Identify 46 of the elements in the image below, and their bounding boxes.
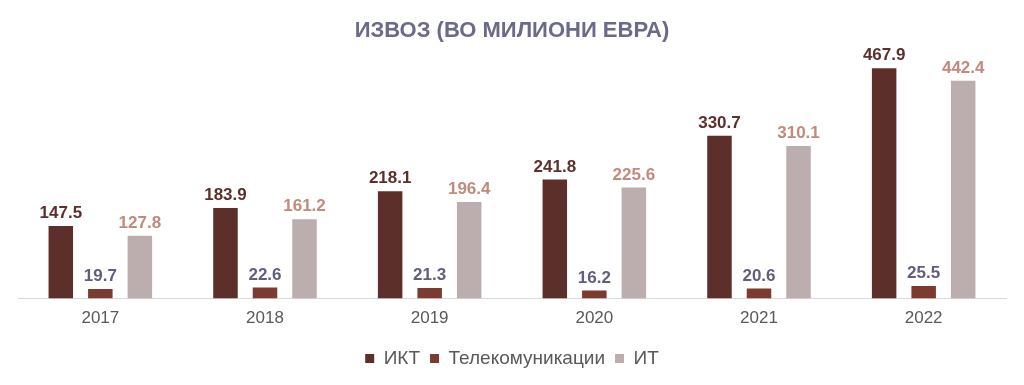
bar [252,287,278,299]
bar [213,208,238,299]
x-tick-label: 2018 [246,308,284,328]
data-label: 196.4 [447,179,491,199]
data-label: 22.6 [248,264,282,284]
bar [456,201,482,299]
x-tick-label: 2022 [904,308,943,328]
bar [707,135,732,299]
bar [950,80,976,299]
bar [127,235,153,299]
bar [786,145,811,299]
data-label: 218.1 [368,168,412,188]
data-label: 147.5 [39,203,83,223]
bar [582,290,607,299]
data-label: 19.7 [83,266,117,286]
data-label: 16.2 [577,267,611,287]
data-label: 25.5 [907,263,941,283]
bar [48,225,74,299]
data-label: 20.6 [742,265,776,285]
chart-title: ИЗВОЗ (ВО МИЛИОНИ ЕВРА) [354,17,670,43]
bar [377,191,403,299]
bar [871,68,897,299]
data-label: 310.1 [777,123,820,143]
data-label: 127.8 [118,212,162,232]
bar [621,187,647,299]
x-tick-label: 2019 [410,308,449,328]
legend-label: ИКТ [383,346,421,368]
bar [542,179,568,299]
data-label: 467.9 [862,45,906,65]
data-label: 330.7 [698,112,741,132]
data-label: 241.8 [533,156,577,176]
data-label: 225.6 [612,164,656,184]
x-tick-label: 2017 [81,308,120,328]
bar [911,286,936,299]
data-label: 161.2 [283,196,326,216]
bar [292,219,317,299]
legend-label: Телекомуникации [448,346,606,368]
x-tick-label: 2020 [575,308,614,328]
data-label: 442.4 [941,57,985,77]
bar [746,288,772,299]
x-tick-label: 2021 [740,308,778,328]
legend-label: ИТ [633,346,660,368]
data-label: 183.9 [204,185,247,205]
data-label: 21.3 [413,265,447,285]
bar [88,288,113,299]
bar [417,288,442,299]
